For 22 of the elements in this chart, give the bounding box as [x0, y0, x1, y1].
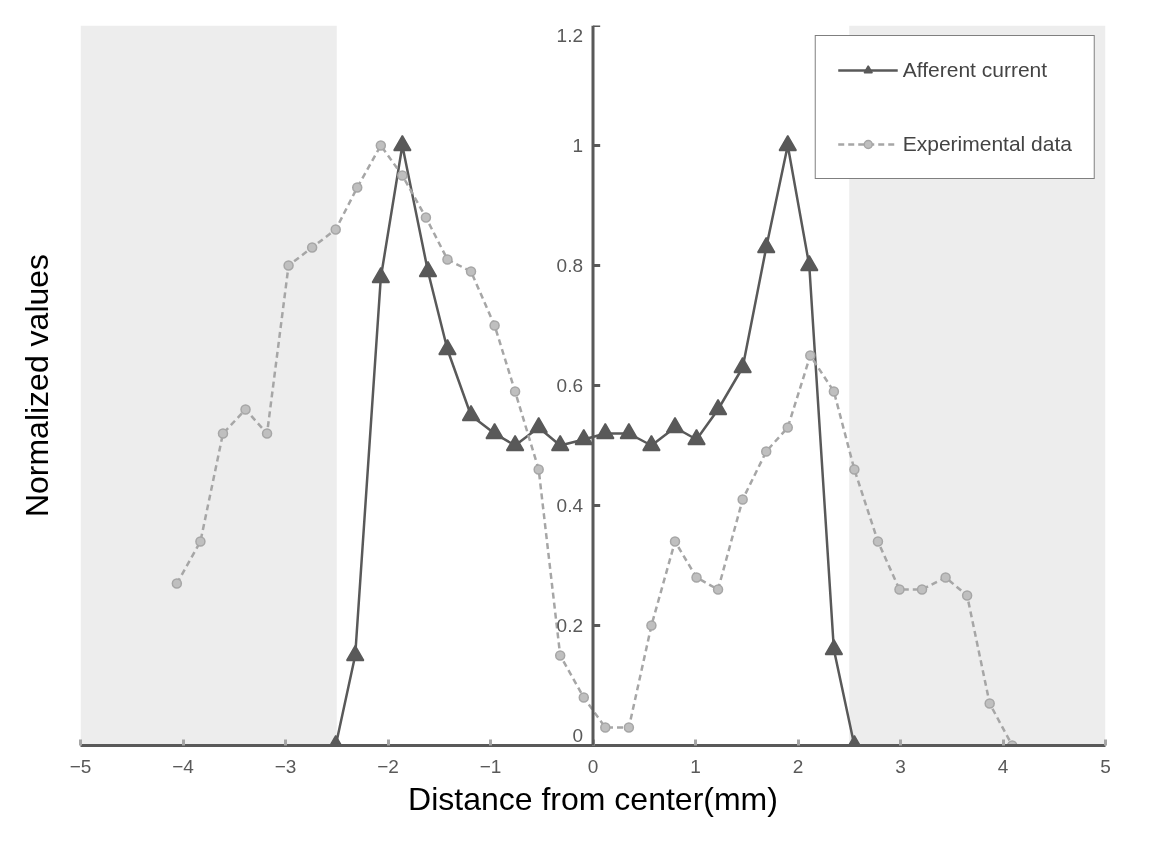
- y-tick-label: 1.2: [556, 24, 584, 46]
- x-tick-label: −2: [377, 755, 399, 777]
- x-tick-label: 0: [587, 755, 599, 777]
- x-tick-label: 1: [690, 755, 701, 777]
- x-tick-label: −1: [479, 755, 502, 777]
- x-tick-label: −5: [69, 755, 92, 777]
- legend-label: Experimental data: [902, 132, 1072, 156]
- y-tick-label: 0.2: [556, 615, 584, 636]
- x-tick-label: 5: [1100, 755, 1111, 777]
- y-tick-label: 0.4: [556, 495, 584, 516]
- y-tick-label: 1: [572, 135, 584, 156]
- y-axis-title: Normalized values: [18, 253, 55, 518]
- x-tick-label: 3: [895, 755, 906, 777]
- y-tick-label: 0.6: [556, 375, 584, 396]
- x-tick-label: 4: [997, 755, 1009, 777]
- x-tick-label: −3: [274, 755, 297, 777]
- y-tick-label: 0.8: [556, 255, 584, 276]
- x-tick-label: −4: [172, 755, 195, 777]
- legend-label: Afferent current: [902, 58, 1048, 82]
- x-axis-title: Distance from center(mm): [408, 780, 778, 817]
- y-tick-label: 0: [572, 724, 584, 746]
- x-tick-label: 2: [792, 755, 804, 777]
